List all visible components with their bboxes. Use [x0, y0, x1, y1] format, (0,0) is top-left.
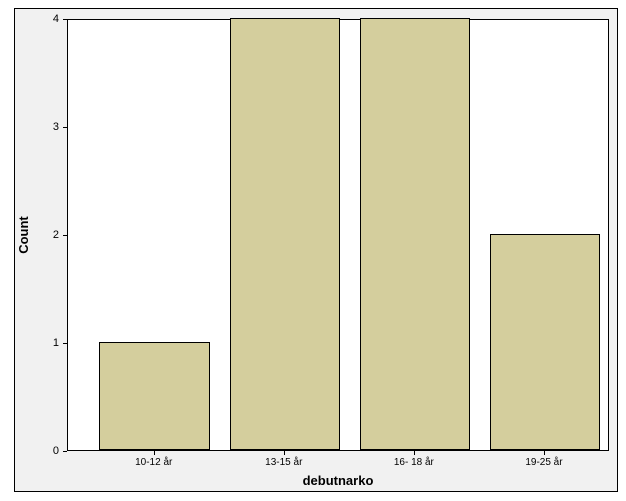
xtick-mark	[154, 451, 155, 455]
ytick-mark	[63, 127, 67, 128]
ytick-mark	[63, 19, 67, 20]
plot-area	[67, 19, 609, 451]
ytick-mark	[63, 451, 67, 452]
bar	[360, 18, 471, 450]
xtick-label: 16- 18 år	[394, 457, 434, 468]
ytick-label: 0	[15, 445, 59, 457]
bar	[230, 18, 341, 450]
chart-frame: 01234Count10-12 år13-15 år16- 18 år19-25…	[14, 8, 618, 492]
xaxis-title: debutnarko	[303, 473, 374, 488]
bar	[490, 234, 601, 450]
ytick-mark	[63, 235, 67, 236]
xtick-label: 19-25 år	[525, 457, 562, 468]
xtick-mark	[284, 451, 285, 455]
bar	[99, 342, 210, 450]
xtick-label: 10-12 år	[135, 457, 172, 468]
ytick-label: 1	[15, 337, 59, 349]
xtick-mark	[414, 451, 415, 455]
xtick-mark	[544, 451, 545, 455]
yaxis-title: Count	[16, 216, 31, 254]
ytick-label: 3	[15, 121, 59, 133]
xtick-label: 13-15 år	[265, 457, 302, 468]
ytick-mark	[63, 343, 67, 344]
ytick-label: 4	[15, 13, 59, 25]
